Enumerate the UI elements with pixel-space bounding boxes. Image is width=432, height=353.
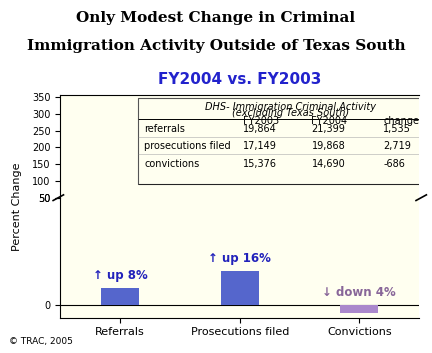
Text: 21,399: 21,399 [311, 124, 345, 134]
Text: change: change [383, 116, 419, 126]
Bar [101, 288, 140, 305]
Text: FY2003: FY2003 [243, 116, 280, 126]
Text: ↑ up 8%: ↑ up 8% [93, 269, 148, 282]
Bar [340, 305, 378, 313]
Text: (excluding Texas South): (excluding Texas South) [232, 108, 349, 118]
Text: 1,535: 1,535 [383, 124, 411, 134]
Text: 19,868: 19,868 [311, 141, 345, 151]
Text: Percent Change: Percent Change [12, 162, 22, 251]
Bar [221, 270, 259, 305]
Text: 19,864: 19,864 [243, 124, 277, 134]
Text: DHS- Immigration Criminal Activity: DHS- Immigration Criminal Activity [205, 102, 376, 112]
Text: 15,376: 15,376 [243, 159, 277, 169]
Text: referrals: referrals [144, 124, 185, 134]
Text: 2,719: 2,719 [383, 141, 411, 151]
Text: Immigration Activity Outside of Texas South: Immigration Activity Outside of Texas So… [27, 39, 405, 53]
Text: Only Modest Change in Criminal: Only Modest Change in Criminal [76, 11, 356, 25]
Text: FY2004: FY2004 [311, 116, 348, 126]
Text: FY2004 vs. FY2003: FY2004 vs. FY2003 [158, 72, 321, 87]
Text: convictions: convictions [144, 159, 200, 169]
Text: ↑ up 16%: ↑ up 16% [208, 252, 271, 265]
Text: 17,149: 17,149 [243, 141, 277, 151]
Text: ↓ down 4%: ↓ down 4% [322, 287, 396, 299]
FancyBboxPatch shape [138, 98, 432, 184]
Text: prosecutions filed: prosecutions filed [144, 141, 231, 151]
Text: 14,690: 14,690 [311, 159, 345, 169]
Text: -686: -686 [383, 159, 405, 169]
Text: © TRAC, 2005: © TRAC, 2005 [9, 337, 73, 346]
